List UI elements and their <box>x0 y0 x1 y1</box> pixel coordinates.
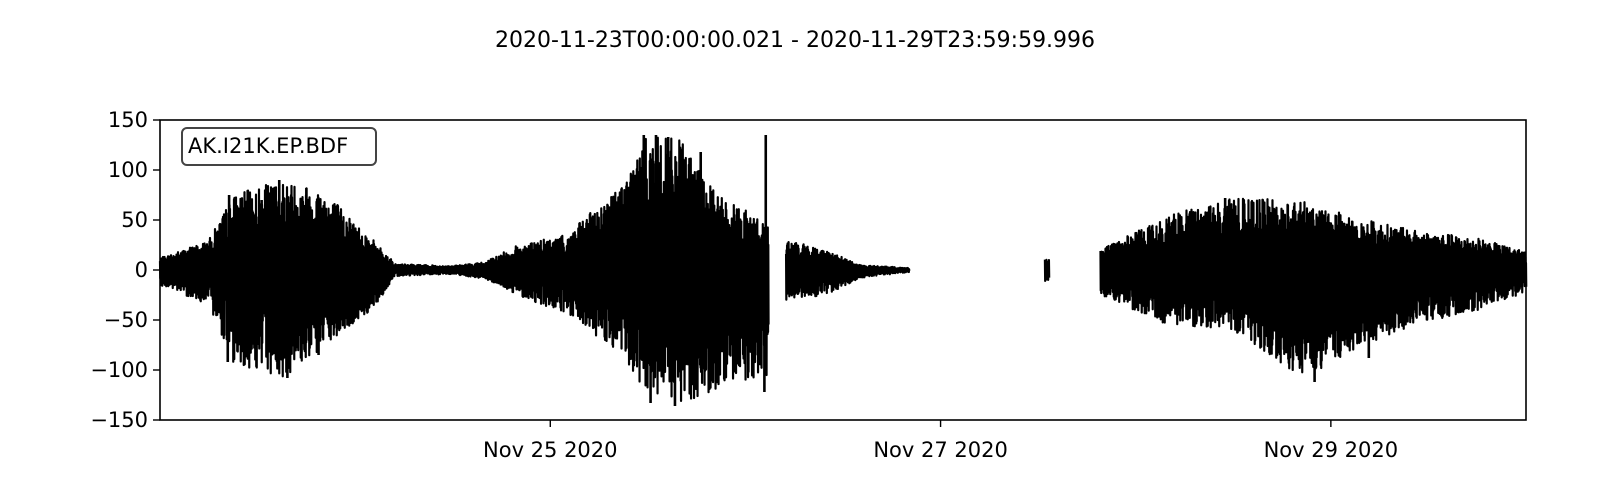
legend-frame <box>181 127 377 166</box>
y-tick-label: −150 <box>90 408 148 432</box>
x-tick-label: Nov 25 2020 <box>483 438 618 462</box>
chart-title: 2020-11-23T00:00:00.021 - 2020-11-29T23:… <box>495 28 1095 53</box>
legend-box: AK.I21K.EP.BDF <box>181 127 377 166</box>
y-axis: 150 100 50 0 −50 −100 −150 <box>90 108 160 432</box>
y-tick-label: 150 <box>108 108 148 132</box>
trace-segment <box>158 183 397 378</box>
x-tick-label: Nov 27 2020 <box>873 438 1008 462</box>
trace-segment <box>394 136 770 402</box>
legend-label: AK.I21K.EP.BDF <box>188 134 348 158</box>
y-tick-label: 100 <box>108 158 148 182</box>
y-tick-label: 0 <box>135 258 148 282</box>
y-tick-label: −50 <box>104 308 148 332</box>
x-tick-label: Nov 29 2020 <box>1264 438 1399 462</box>
y-tick-label: −100 <box>90 358 148 382</box>
y-tick-label: 50 <box>121 208 148 232</box>
trace-segment <box>784 241 911 301</box>
trace-group <box>158 135 1528 406</box>
x-axis: Nov 25 2020 Nov 27 2020 Nov 29 2020 <box>483 420 1398 462</box>
trace-segment <box>1043 258 1051 282</box>
